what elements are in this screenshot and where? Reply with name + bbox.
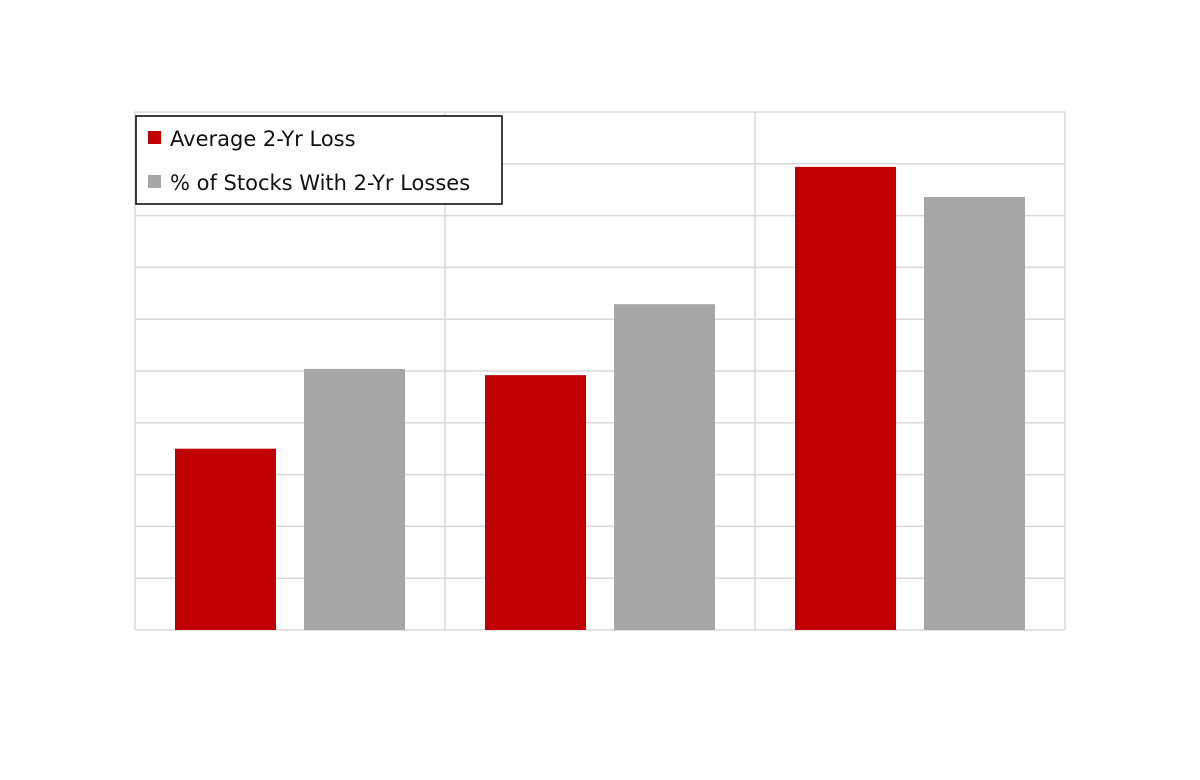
bar-average-loss (795, 166, 896, 630)
bar-pct-stocks-losses (304, 368, 405, 630)
bar-pct-stocks-losses (924, 196, 1025, 630)
legend-box (135, 115, 503, 205)
bar-average-loss (175, 448, 276, 630)
legend-swatch (148, 175, 161, 188)
legend: Average 2-Yr Loss % of Stocks With 2-Yr L… (135, 115, 503, 205)
legend-label: Average 2-Yr Loss (170, 127, 356, 151)
legend-label: % of Stocks With 2-Yr Losses (170, 171, 470, 195)
bar-average-loss (485, 375, 586, 630)
legend-swatch (148, 131, 161, 144)
bar-pct-stocks-losses (614, 304, 715, 630)
